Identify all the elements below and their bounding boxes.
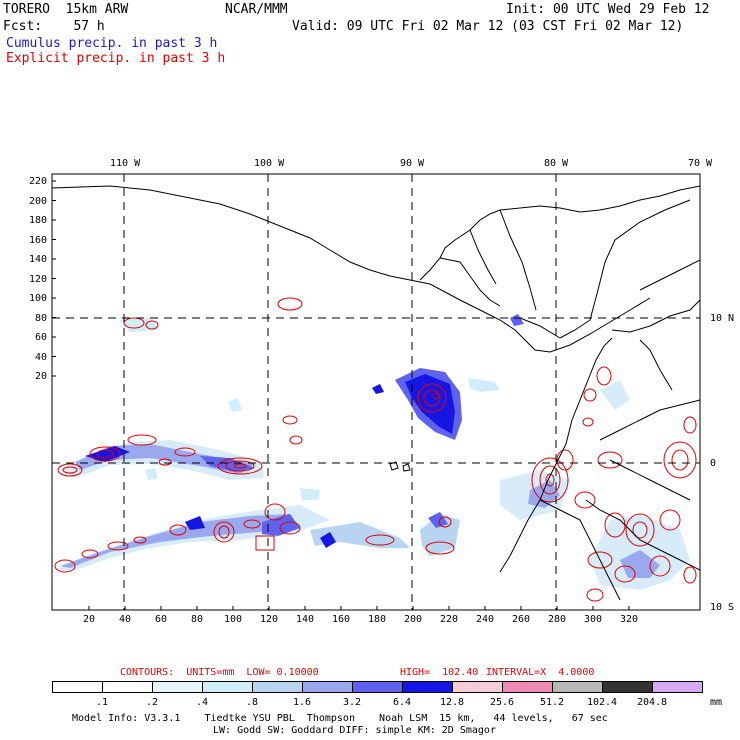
lon-label-70w: 70 W <box>688 158 713 169</box>
legend-swatch <box>552 681 603 693</box>
contour-units: CONTOURS: UNITS=mm LOW= 0.10000 <box>120 667 319 678</box>
contour-interval: INTERVAL=X 4.0000 <box>486 667 595 678</box>
grid-col-label: 300 <box>583 614 603 625</box>
grid-col-label: 100 <box>223 614 243 625</box>
legend-unit: mm <box>710 697 723 708</box>
grid-row-label: 120 <box>28 273 47 285</box>
contour-high: HIGH= 102.40 <box>400 667 479 678</box>
legend-swatch <box>202 681 253 693</box>
cumulus-legend: Cumulus precip. in past 3 h <box>6 36 218 51</box>
grid-col-label: 280 <box>547 614 567 625</box>
lat-label-10s: 10 S <box>710 602 735 613</box>
grid-row-label: 160 <box>28 234 47 246</box>
lon-label-100w: 100 W <box>254 158 285 169</box>
model-title: TORERO 15km ARW <box>3 2 129 17</box>
legend-swatch <box>152 681 203 693</box>
legend-label: .1 <box>95 697 109 708</box>
legend-label: .4 <box>195 697 209 708</box>
axis-ticks <box>52 180 630 610</box>
legend-label: 102.4 <box>586 697 618 708</box>
legend-label: 204.8 <box>636 697 668 708</box>
model-info: Model Info: V3.3.1 Tiedtke YSU PBL Thomp… <box>72 713 608 724</box>
grid-col-label: 220 <box>439 614 459 625</box>
legend-label: .8 <box>245 697 259 708</box>
map-frame <box>51 173 701 611</box>
legend-label: 12.8 <box>439 697 465 708</box>
init-time: Init: 00 UTC Wed 29 Feb 12 <box>506 2 710 17</box>
grid-row-label: 200 <box>28 195 47 207</box>
cumulus-precip-areas <box>55 314 690 590</box>
grid-row-label: 20 <box>34 371 47 382</box>
lat-label-0: 0 <box>710 458 717 469</box>
grid-row-label: 80 <box>34 312 47 324</box>
lon-label-110w: 110 W <box>110 158 141 169</box>
legend-label: 51.2 <box>539 697 565 708</box>
legend-swatch <box>102 681 153 693</box>
explicit-legend: Explicit precip. in past 3 h <box>6 51 226 66</box>
grid-col-label: 40 <box>118 614 132 625</box>
legend-swatch <box>252 681 303 693</box>
physics-info: LW: Godd SW: Goddard DIFF: simple KM: 2D… <box>213 725 496 736</box>
org-label: NCAR/MMM <box>225 2 288 17</box>
coastlines <box>52 185 700 601</box>
legend-label: 25.6 <box>489 697 515 708</box>
lat-lon-grid <box>52 174 700 610</box>
grid-row-label: 100 <box>28 293 47 304</box>
legend-swatch <box>652 681 703 693</box>
legend-swatch <box>402 681 453 693</box>
lon-label-90w: 90 W <box>400 158 425 169</box>
legend-label: 6.4 <box>392 697 412 708</box>
legend-swatch <box>302 681 353 693</box>
lon-label-80w: 80 W <box>544 158 569 169</box>
legend-swatch <box>502 681 553 693</box>
grid-row-label: 140 <box>28 254 47 265</box>
grid-col-label: 320 <box>619 614 639 625</box>
legend-swatch <box>452 681 503 693</box>
grid-row-label: 220 <box>28 176 47 187</box>
grid-col-label: 180 <box>367 614 387 625</box>
grid-col-label: 120 <box>259 614 279 625</box>
legend-swatch <box>352 681 403 693</box>
forecast-hour: Fcst: 57 h <box>3 19 105 34</box>
grid-col-label: 240 <box>475 614 495 625</box>
grid-row-label: 40 <box>34 351 47 363</box>
legend-label: 1.6 <box>292 697 312 708</box>
grid-row-label: 180 <box>28 215 47 226</box>
grid-col-label: 140 <box>295 614 315 625</box>
legend-label: .2 <box>145 697 159 708</box>
legend-swatch <box>602 681 653 693</box>
grid-col-label: 200 <box>403 614 423 625</box>
grid-col-label: 80 <box>190 614 204 625</box>
legend-label: 3.2 <box>342 697 362 708</box>
grid-col-label: 260 <box>511 614 531 625</box>
grid-col-label: 20 <box>82 614 96 625</box>
grid-row-label: 60 <box>34 332 47 343</box>
legend-swatch <box>52 681 103 693</box>
lat-label-10n: 10 N <box>710 313 735 324</box>
grid-col-label: 160 <box>331 614 351 625</box>
valid-time: Valid: 09 UTC Fri 02 Mar 12 (03 CST Fri … <box>292 19 684 34</box>
explicit-precip-contours <box>54 297 697 602</box>
grid-col-label: 60 <box>154 614 168 625</box>
